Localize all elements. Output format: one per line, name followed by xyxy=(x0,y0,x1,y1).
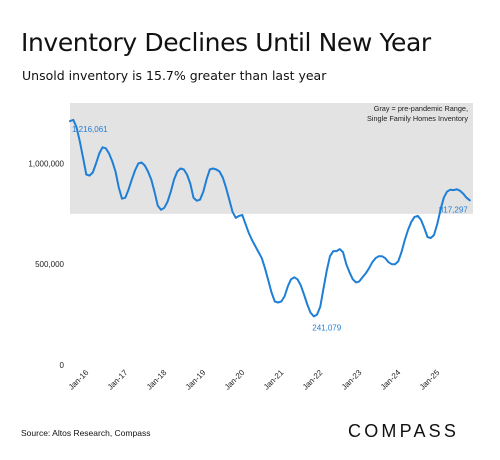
line-chart: Gray = pre-pandemic Range, Single Family… xyxy=(28,103,473,392)
x-tick-label: Jan-22 xyxy=(301,368,325,392)
y-tick-label: 1,000,000 xyxy=(28,159,64,168)
x-tick-label: Jan-18 xyxy=(145,368,169,392)
source-note: Source: Altos Research, Compass xyxy=(21,428,151,438)
data-annotation: 1,216,061 xyxy=(72,125,108,134)
chart-subtitle: Unsold inventory is 15.7% greater than l… xyxy=(22,68,327,83)
x-tick-label: Jan-20 xyxy=(223,368,247,392)
x-tick-label: Jan-24 xyxy=(379,368,403,392)
band-note-line-1: Gray = pre-pandemic Range, xyxy=(374,104,468,113)
y-tick-label: 500,000 xyxy=(35,260,64,269)
x-tick-label: Jan-21 xyxy=(262,368,286,392)
x-tick-label: Jan-25 xyxy=(418,368,442,392)
data-annotation: 241,079 xyxy=(312,323,341,332)
y-tick-label: 0 xyxy=(60,361,65,370)
x-tick-label: Jan-23 xyxy=(340,368,364,392)
inventory-series-line xyxy=(69,118,471,318)
data-annotation: 817,297 xyxy=(439,205,468,214)
band-note-line-2: Single Family Homes Inventory xyxy=(367,114,468,123)
compass-logo: COMPASS xyxy=(348,421,460,441)
x-tick-label: Jan-16 xyxy=(67,368,91,392)
chart-title: Inventory Declines Until New Year xyxy=(21,28,431,57)
pre-pandemic-range-band xyxy=(70,103,473,214)
x-tick-label: Jan-17 xyxy=(106,368,130,392)
x-tick-label: Jan-19 xyxy=(184,368,208,392)
